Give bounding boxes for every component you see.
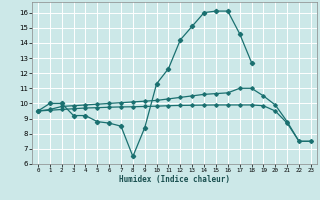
X-axis label: Humidex (Indice chaleur): Humidex (Indice chaleur): [119, 175, 230, 184]
